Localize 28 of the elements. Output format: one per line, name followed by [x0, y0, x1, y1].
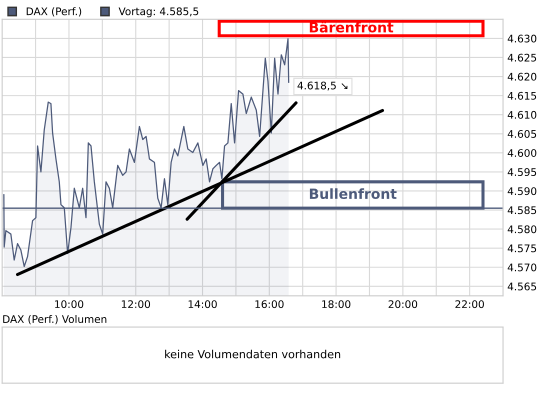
y-tick-label: 4.595 — [508, 168, 536, 176]
y-tick-label: 4.605 — [508, 130, 536, 138]
x-tick-label: 22:00 — [455, 300, 484, 308]
y-tick-label: 4.565 — [508, 282, 536, 290]
x-tick-label: 16:00 — [255, 300, 284, 308]
annotation: Bullenfront — [310, 188, 397, 200]
y-tick-label: 4.585 — [508, 206, 536, 214]
y-tick-label: 4.590 — [508, 187, 536, 196]
y-tick-label: 4.570 — [508, 263, 536, 272]
text: keine Volumendaten vorhanden — [165, 350, 340, 358]
x-tick-label: 20:00 — [388, 300, 418, 308]
y-tick-label: 4.615 — [508, 92, 536, 100]
annotation: 4.618,5 ↘ — [298, 82, 348, 91]
y-tick-label: 4.630 — [508, 34, 536, 43]
legend-label: DAX (Perf.) — [26, 7, 82, 16]
x-tick-label: 18:00 — [322, 300, 350, 308]
y-tick-label: 4.625 — [508, 54, 536, 62]
legend-label: Vortag: 4.585,5 — [118, 7, 198, 18]
y-tick-label: 4.575 — [508, 244, 536, 252]
text: DAX (Perf.) Volumen — [3, 314, 106, 324]
y-tick-label: 4.580 — [508, 225, 536, 234]
x-tick-label: 10:00 — [55, 300, 84, 308]
y-tick-label: 4.600 — [508, 149, 536, 157]
annotation: Bärenfront — [310, 22, 394, 33]
y-tick-label: 4.620 — [508, 72, 536, 81]
x-tick-label: 14:00 — [188, 300, 217, 308]
x-tick-label: 12:00 — [122, 300, 150, 308]
y-tick-label: 4.610 — [508, 110, 536, 119]
